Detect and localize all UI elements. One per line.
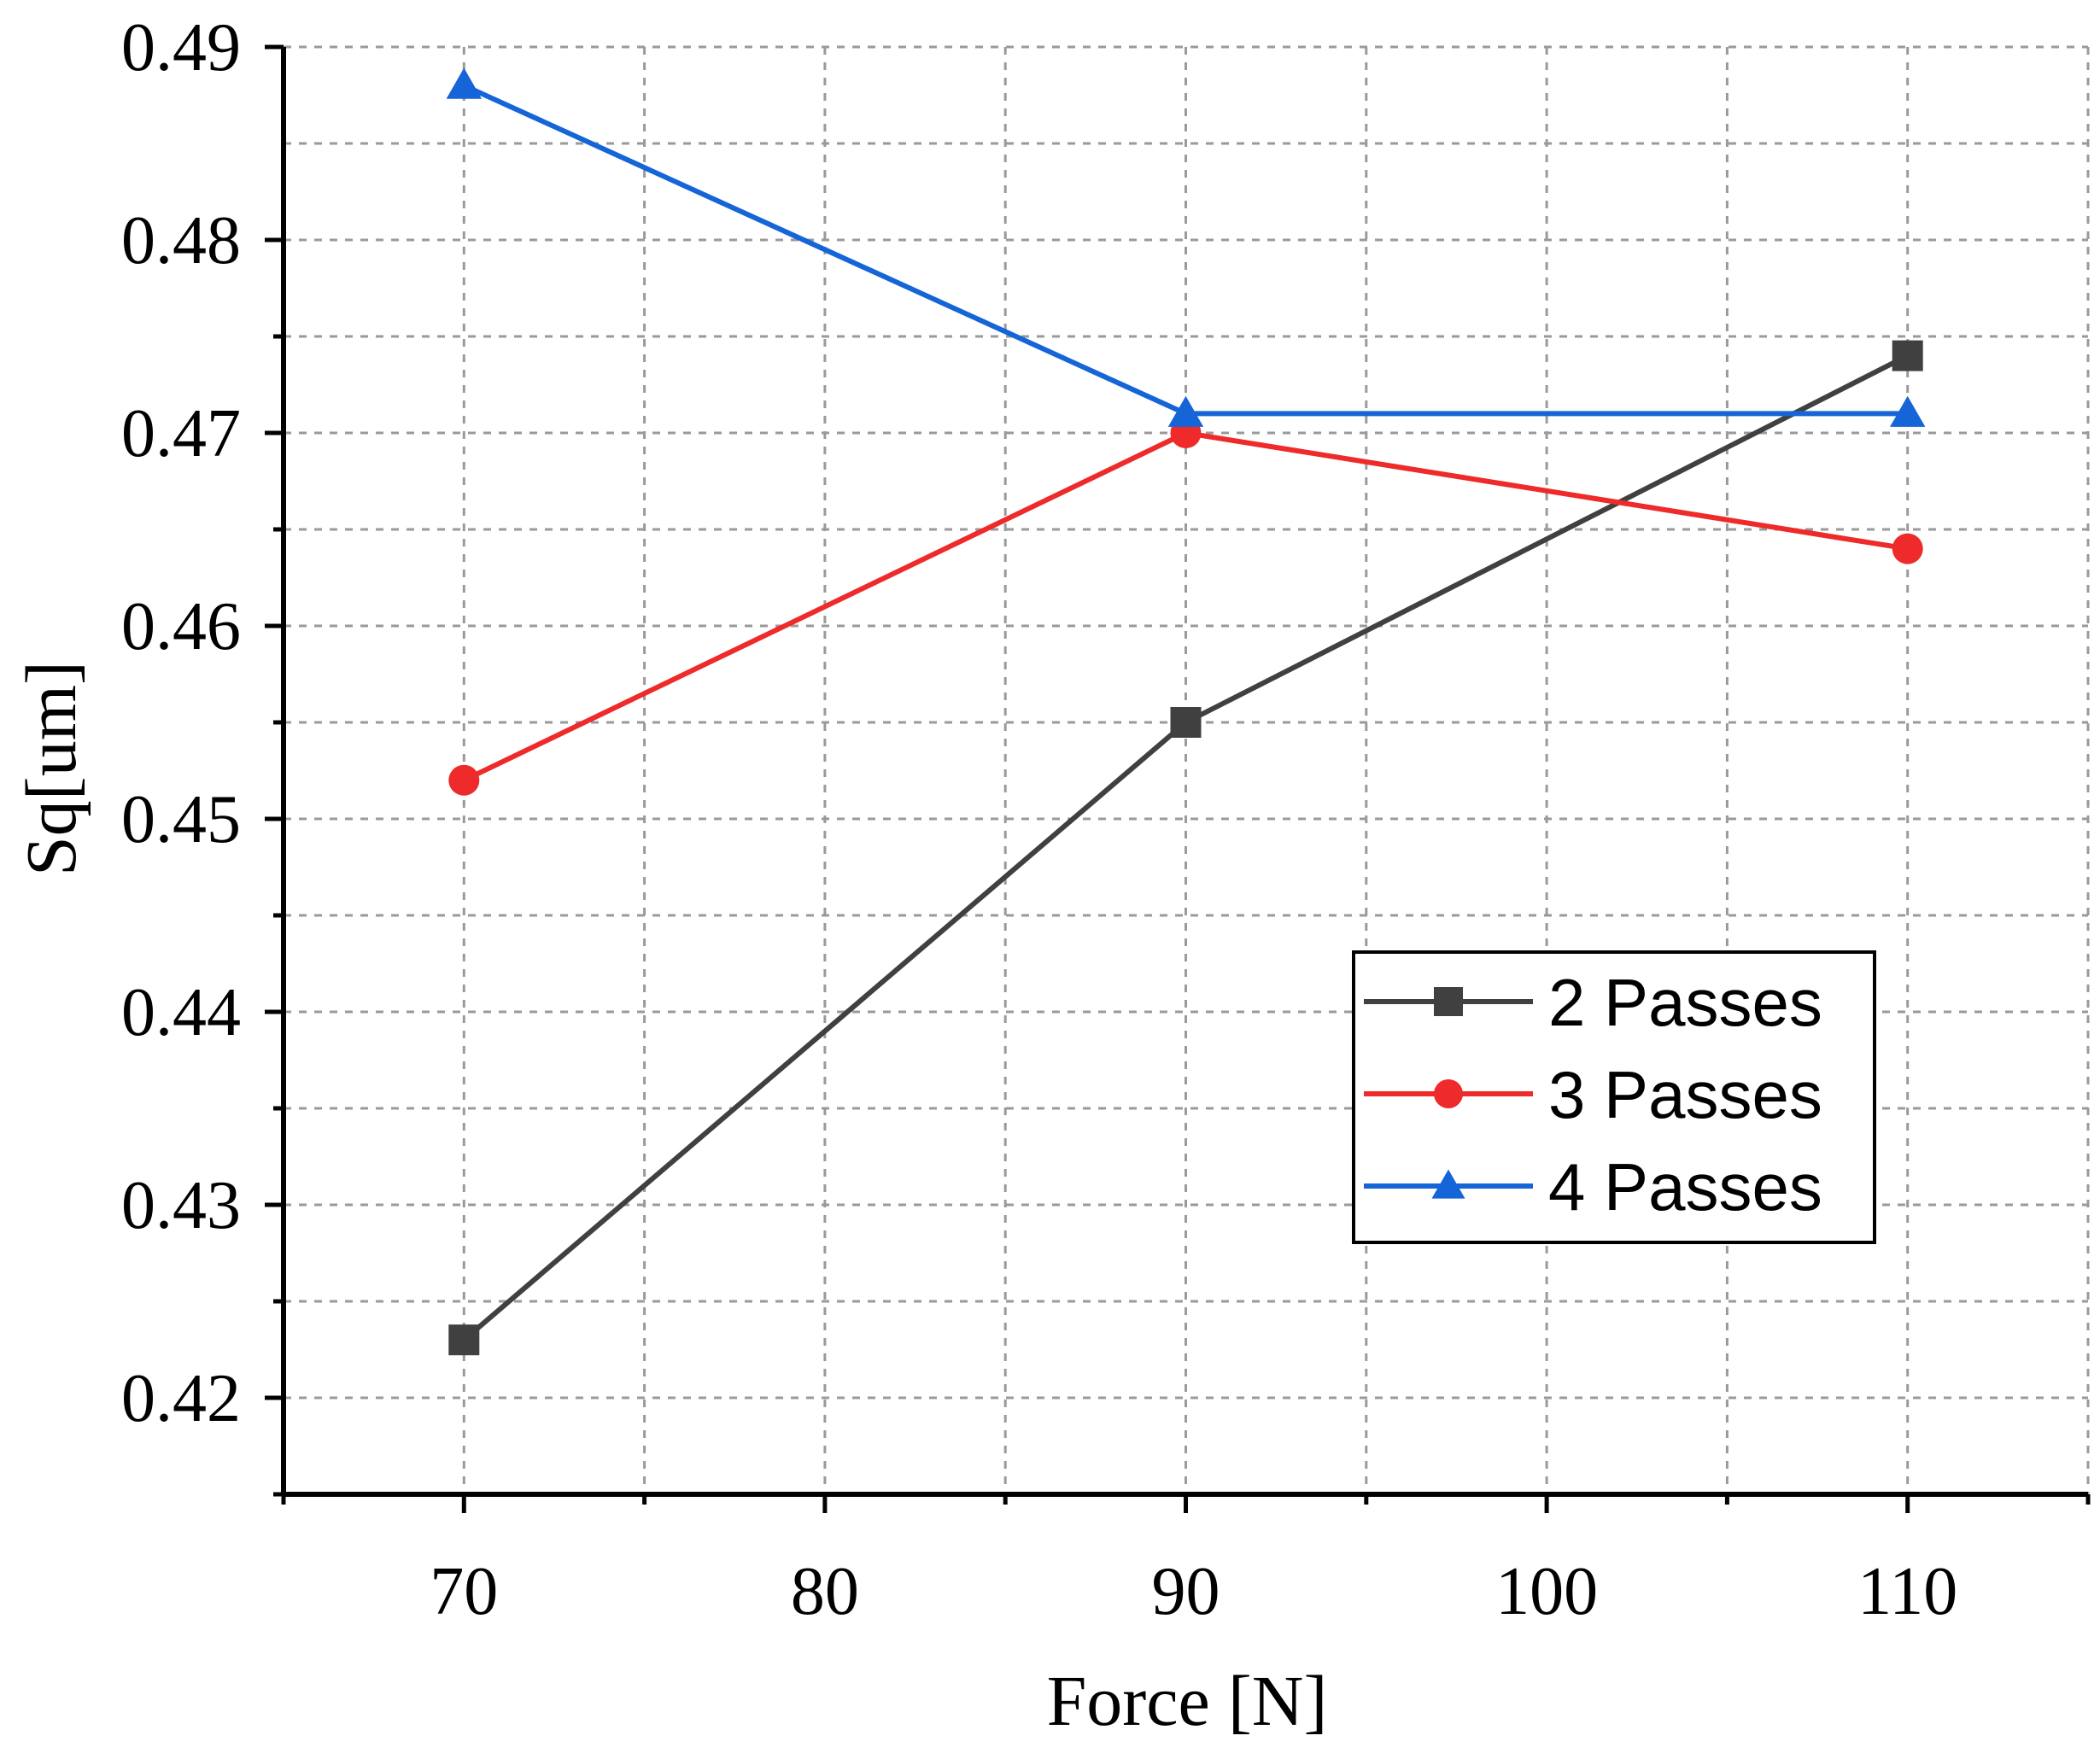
tick-labels: 70 80 90 100 110 0.42 0.43 0.44 0.45 0.46 0.47 0.48… <box>121 10 1957 1629</box>
data-point-4-passes <box>1167 395 1204 427</box>
x-tick-label: 70 <box>430 1554 498 1629</box>
y-tick-label: 0.43 <box>121 1168 241 1243</box>
data-point-3-passes <box>1892 533 1923 564</box>
x-tick-label: 80 <box>791 1554 859 1629</box>
data-point-4-passes <box>446 67 482 99</box>
y-tick-label: 0.48 <box>121 203 241 278</box>
y-tick-label: 0.46 <box>121 589 241 664</box>
x-axis-title: Force [N] <box>1047 1662 1328 1741</box>
y-tick-label: 0.45 <box>121 782 241 857</box>
legend: 2 Passes 3 Passes 4 Passes <box>1352 950 1876 1244</box>
x-tick-label: 100 <box>1495 1554 1598 1629</box>
y-tick-label: 0.49 <box>121 10 241 85</box>
x-tick-label: 90 <box>1152 1554 1220 1629</box>
y-axis-title: Sq[um] <box>12 661 91 876</box>
y-tick-label: 0.47 <box>121 396 241 471</box>
y-tick-label: 0.44 <box>121 975 241 1050</box>
x-tick-label: 110 <box>1857 1554 1957 1629</box>
axes <box>265 44 2091 1513</box>
data-point-4-passes <box>1890 395 1926 427</box>
y-tick-label: 0.42 <box>121 1361 241 1436</box>
data-point-2-passes <box>1170 707 1202 738</box>
legend-marker <box>1434 987 1463 1016</box>
legend-marker <box>1434 1079 1463 1108</box>
data-point-3-passes <box>448 764 480 796</box>
series-2-passes <box>448 340 1923 1356</box>
grid <box>284 45 2090 1494</box>
legend-label: 2 Passes <box>1548 965 1822 1040</box>
series-layer <box>446 67 1926 1356</box>
legend-marker <box>1431 1169 1465 1199</box>
series-4-passes <box>446 67 1926 427</box>
data-point-2-passes <box>1892 340 1923 371</box>
legend-label: 4 Passes <box>1548 1149 1822 1224</box>
data-point-2-passes <box>448 1324 480 1356</box>
legend-label: 3 Passes <box>1548 1057 1822 1132</box>
